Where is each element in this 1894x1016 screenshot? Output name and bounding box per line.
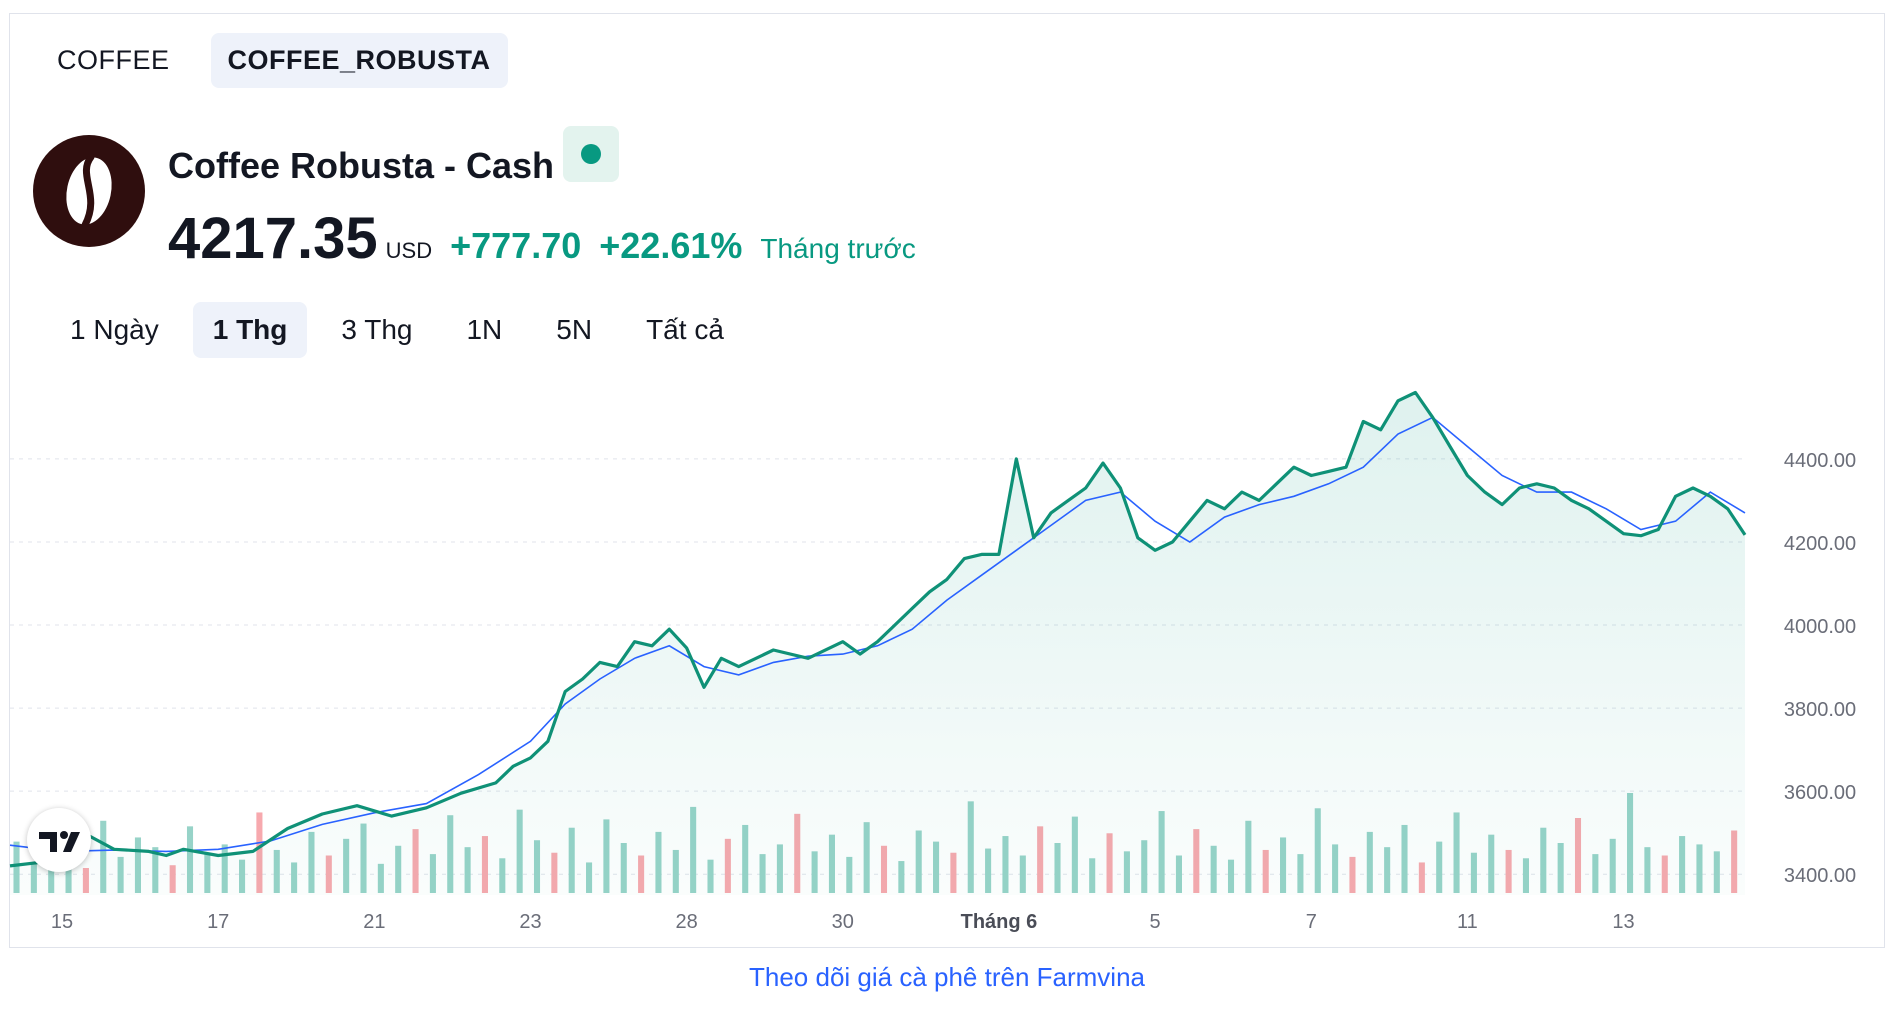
period-label: Tháng trước xyxy=(760,233,916,264)
range-3-months[interactable]: 3 Thg xyxy=(341,314,413,345)
x-tick-label: 13 xyxy=(1612,911,1634,933)
y-tick-label: 4400.00 xyxy=(1784,450,1856,472)
currency: USD xyxy=(385,238,433,263)
last-price: 4217.35 xyxy=(168,206,378,271)
range-all[interactable]: Tất cả xyxy=(646,314,724,345)
x-tick-label: 30 xyxy=(832,911,854,933)
range-1-day[interactable]: 1 Ngày xyxy=(70,314,159,345)
price-chart[interactable]: 4400.00 4200.00 4000.00 3800.00 3600.00 3400.… xyxy=(0,0,1894,950)
price-line xyxy=(9,390,1747,868)
x-tick-label: 7 xyxy=(1306,911,1317,933)
x-tick-label: 5 xyxy=(1150,911,1161,933)
market-status-badge xyxy=(563,126,619,182)
farmvina-link[interactable]: Theo dõi giá cà phê trên Farmvina xyxy=(749,962,1145,992)
range-5-years[interactable]: 5N xyxy=(556,314,593,345)
x-tick-label: 17 xyxy=(207,911,229,933)
price-area xyxy=(10,392,1745,895)
x-tick-label: 11 xyxy=(1457,911,1478,933)
x-tick-label: 15 xyxy=(51,911,73,933)
symbol-tabs: COFFEE COFFEE_ROBUSTA xyxy=(40,33,508,88)
live-dot-icon xyxy=(581,144,601,164)
y-tick-label: 4200.00 xyxy=(1784,533,1856,555)
tab-coffee-robusta[interactable]: COFFEE_ROBUSTA xyxy=(210,33,508,88)
y-tick-label: 3600.00 xyxy=(1784,782,1856,804)
range-selector: 1 Ngày 1 Thg 3 Thg 1N 5N Tất cả xyxy=(50,302,744,358)
footer: Theo dõi giá cà phê trên Farmvina xyxy=(0,962,1894,993)
x-tick-label: Tháng 6 xyxy=(961,911,1038,933)
y-tick-label: 3400.00 xyxy=(1784,865,1856,887)
range-1-year[interactable]: 1N xyxy=(466,314,503,345)
moving-average-line xyxy=(9,416,1746,853)
price-change: +777.70 xyxy=(450,225,582,266)
tab-coffee[interactable]: COFFEE xyxy=(57,45,170,75)
instrument-name: Coffee Robusta - Cash xyxy=(168,145,555,186)
x-tick-label: 21 xyxy=(363,911,385,933)
coffee-bean-logo xyxy=(33,135,145,247)
x-tick-label: 28 xyxy=(676,911,698,933)
price-row: 4217.35 USD +777.70 +22.61% Tháng trước xyxy=(168,205,916,272)
coffee-bean-icon xyxy=(66,153,112,229)
price-change-percent: +22.61% xyxy=(599,225,743,266)
y-tick-label: 4000.00 xyxy=(1784,616,1856,638)
tradingview-logo[interactable] xyxy=(27,808,91,872)
y-tick-label: 3800.00 xyxy=(1784,699,1856,721)
range-1-month[interactable]: 1 Thg xyxy=(192,302,308,358)
x-tick-label: 23 xyxy=(519,911,541,933)
tradingview-icon xyxy=(39,831,80,852)
